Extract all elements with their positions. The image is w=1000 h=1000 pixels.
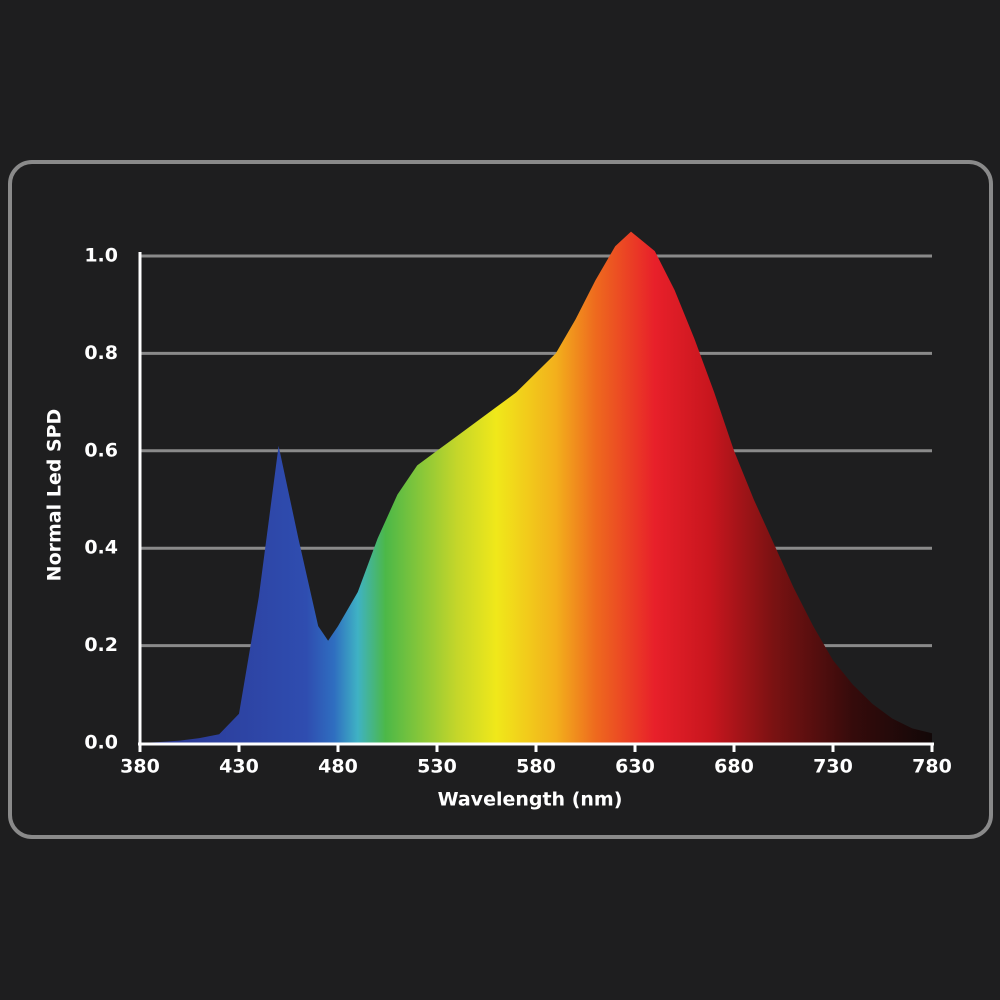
x-tick-label: 430	[219, 756, 259, 778]
x-tick-label: 780	[912, 756, 952, 778]
y-tick-label: 0.4	[84, 537, 118, 559]
spectrum-area	[140, 231, 932, 743]
x-tick-label: 580	[516, 756, 556, 778]
y-tick-label: 1.0	[84, 245, 118, 267]
x-tick-label: 680	[714, 756, 754, 778]
y-tick-label: 0.0	[84, 732, 118, 754]
x-tick-label: 530	[417, 756, 457, 778]
y-tick-label: 0.6	[84, 439, 118, 461]
x-tick-label: 380	[120, 756, 160, 778]
x-axis-label: Wavelength (nm)	[438, 789, 623, 811]
y-axis-label: Normal Led SPD	[44, 409, 66, 582]
x-tick-label: 630	[615, 756, 655, 778]
x-tick-label: 480	[318, 756, 358, 778]
y-tick-label: 0.8	[84, 342, 118, 364]
y-tick-label: 0.2	[84, 634, 118, 656]
x-tick-label: 730	[813, 756, 853, 778]
